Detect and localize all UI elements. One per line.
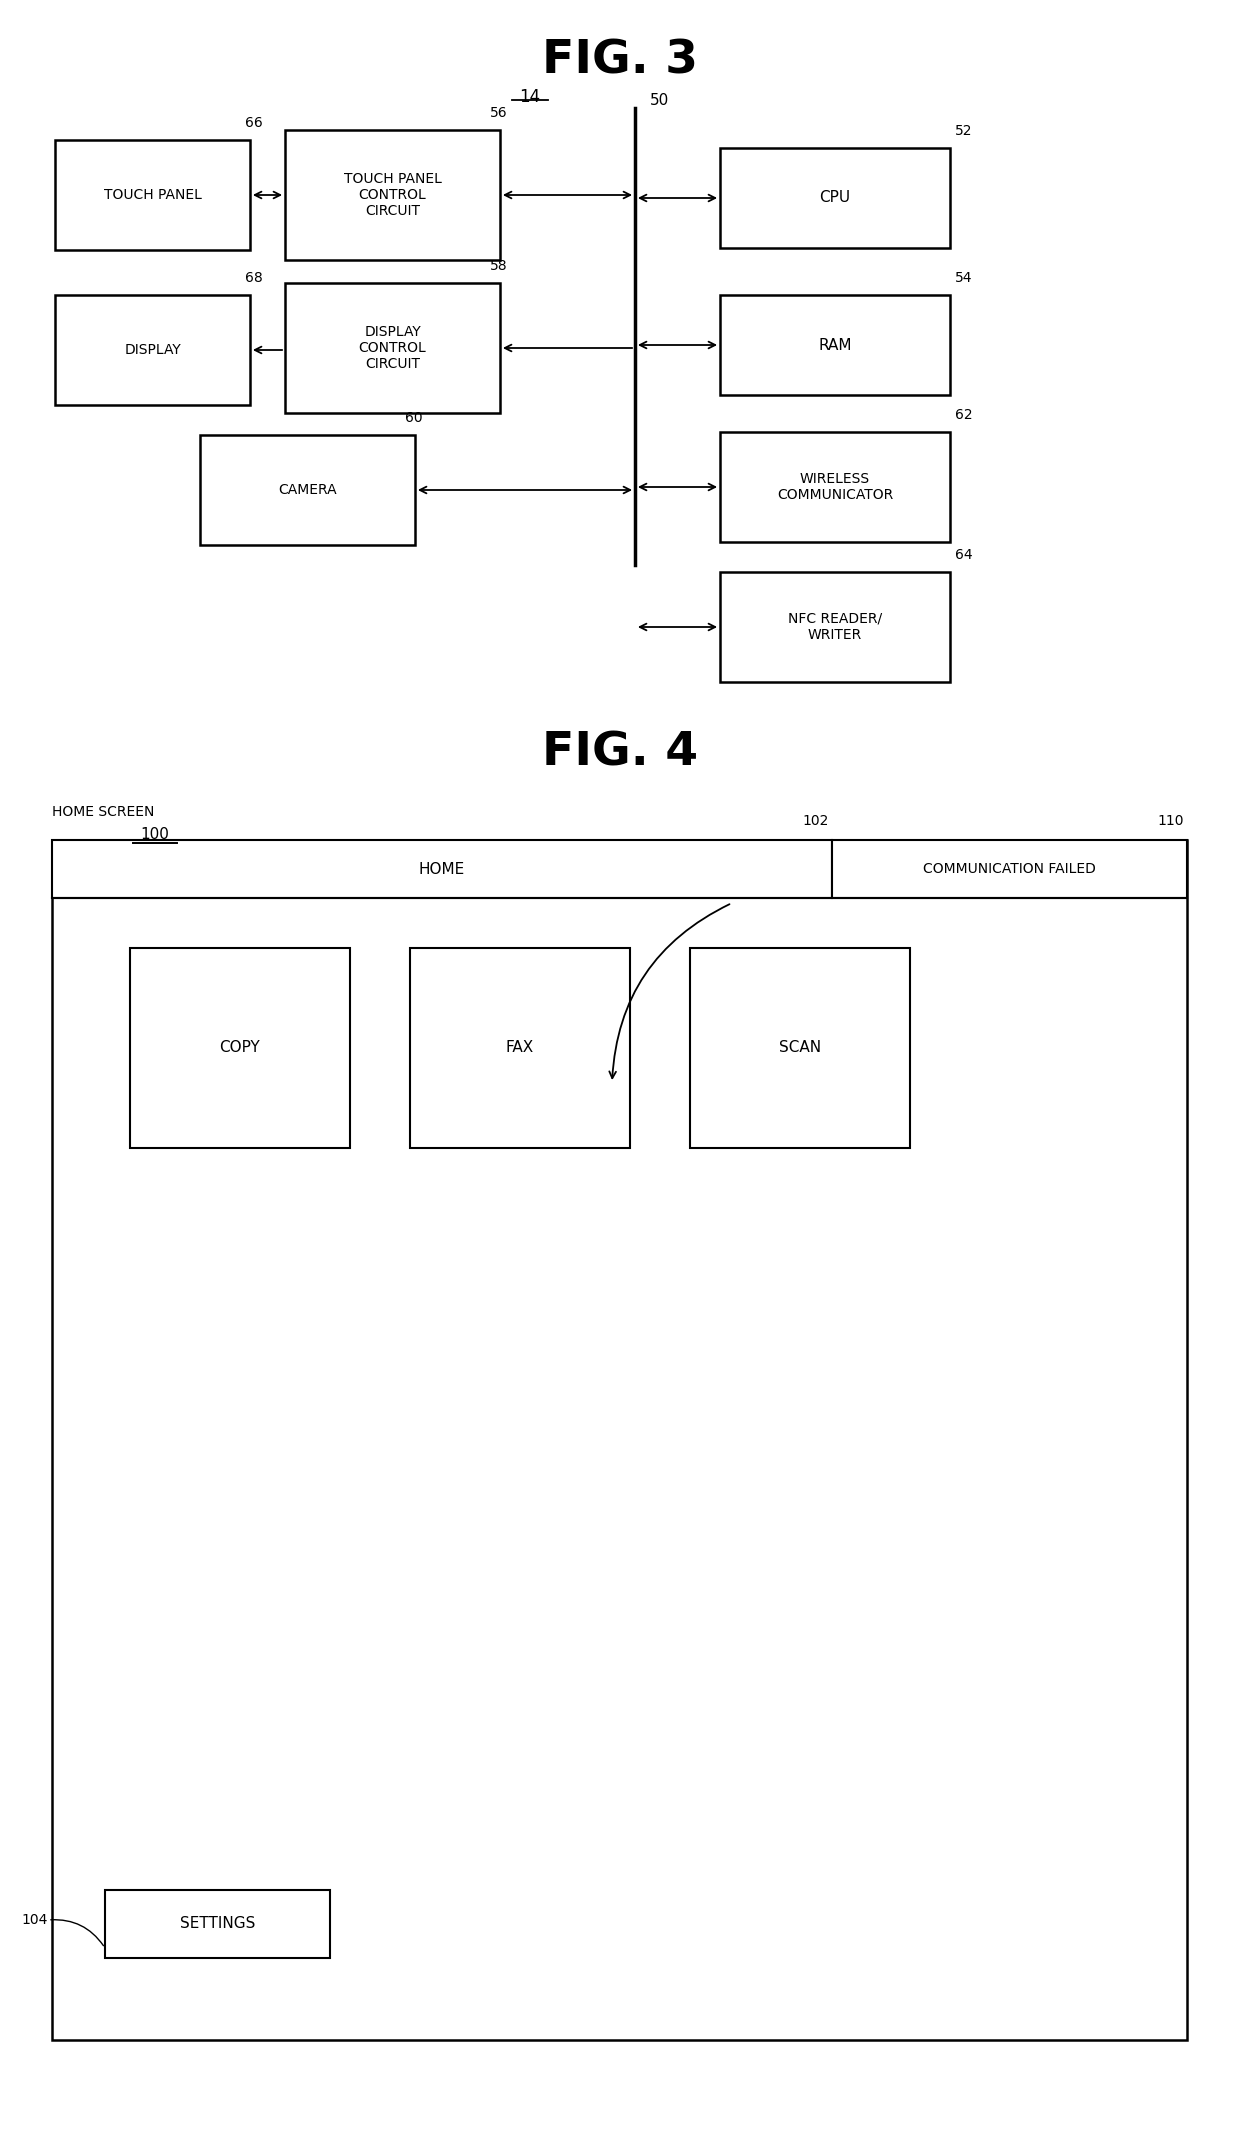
Text: FIG. 3: FIG. 3	[542, 38, 698, 83]
Text: 14: 14	[520, 87, 541, 107]
Text: SETTINGS: SETTINGS	[180, 1916, 255, 1931]
Text: DISPLAY
CONTROL
CIRCUIT: DISPLAY CONTROL CIRCUIT	[358, 324, 427, 371]
Bar	[689, 947, 910, 1148]
Text: TOUCH PANEL
CONTROL
CIRCUIT: TOUCH PANEL CONTROL CIRCUIT	[343, 173, 441, 218]
Bar	[410, 947, 630, 1148]
Bar	[105, 1891, 330, 1959]
Text: 56: 56	[490, 107, 507, 120]
Text: 58: 58	[490, 258, 507, 273]
Bar	[720, 431, 950, 542]
Text: FIG. 4: FIG. 4	[542, 730, 698, 775]
Text: DISPLAY: DISPLAY	[124, 344, 181, 356]
Bar	[720, 147, 950, 248]
Bar	[285, 284, 500, 414]
Bar	[130, 947, 350, 1148]
Text: HOME: HOME	[419, 862, 465, 877]
Text: COMMUNICATION FAILED: COMMUNICATION FAILED	[923, 862, 1096, 875]
Text: 110: 110	[1157, 813, 1183, 828]
Text: 102: 102	[802, 813, 828, 828]
Bar	[55, 141, 250, 250]
Text: WIRELESS
COMMUNICATOR: WIRELESS COMMUNICATOR	[777, 472, 893, 501]
Text: CPU: CPU	[820, 190, 851, 205]
Bar	[285, 130, 500, 260]
Text: SCAN: SCAN	[779, 1041, 821, 1056]
Text: FAX: FAX	[506, 1041, 534, 1056]
Text: 60: 60	[405, 412, 423, 425]
Bar	[832, 841, 1187, 898]
Text: 64: 64	[955, 548, 972, 561]
Text: RAM: RAM	[818, 337, 852, 352]
Text: TOUCH PANEL: TOUCH PANEL	[104, 188, 201, 203]
Bar	[200, 435, 415, 544]
Text: NFC READER/
WRITER: NFC READER/ WRITER	[787, 612, 882, 642]
Bar	[720, 294, 950, 395]
Text: 50: 50	[650, 94, 670, 109]
Text: COPY: COPY	[219, 1041, 260, 1056]
Text: 100: 100	[140, 828, 170, 843]
Text: 52: 52	[955, 124, 972, 139]
Bar	[52, 841, 832, 898]
Bar	[55, 294, 250, 405]
Bar	[720, 572, 950, 683]
Text: 62: 62	[955, 408, 972, 423]
Text: 54: 54	[955, 271, 972, 286]
Text: 66: 66	[246, 115, 263, 130]
Text: 68: 68	[246, 271, 263, 286]
Text: CAMERA: CAMERA	[278, 482, 337, 497]
Text: 104: 104	[21, 1912, 48, 1927]
Bar	[52, 841, 1187, 2040]
Text: HOME SCREEN: HOME SCREEN	[52, 805, 154, 819]
